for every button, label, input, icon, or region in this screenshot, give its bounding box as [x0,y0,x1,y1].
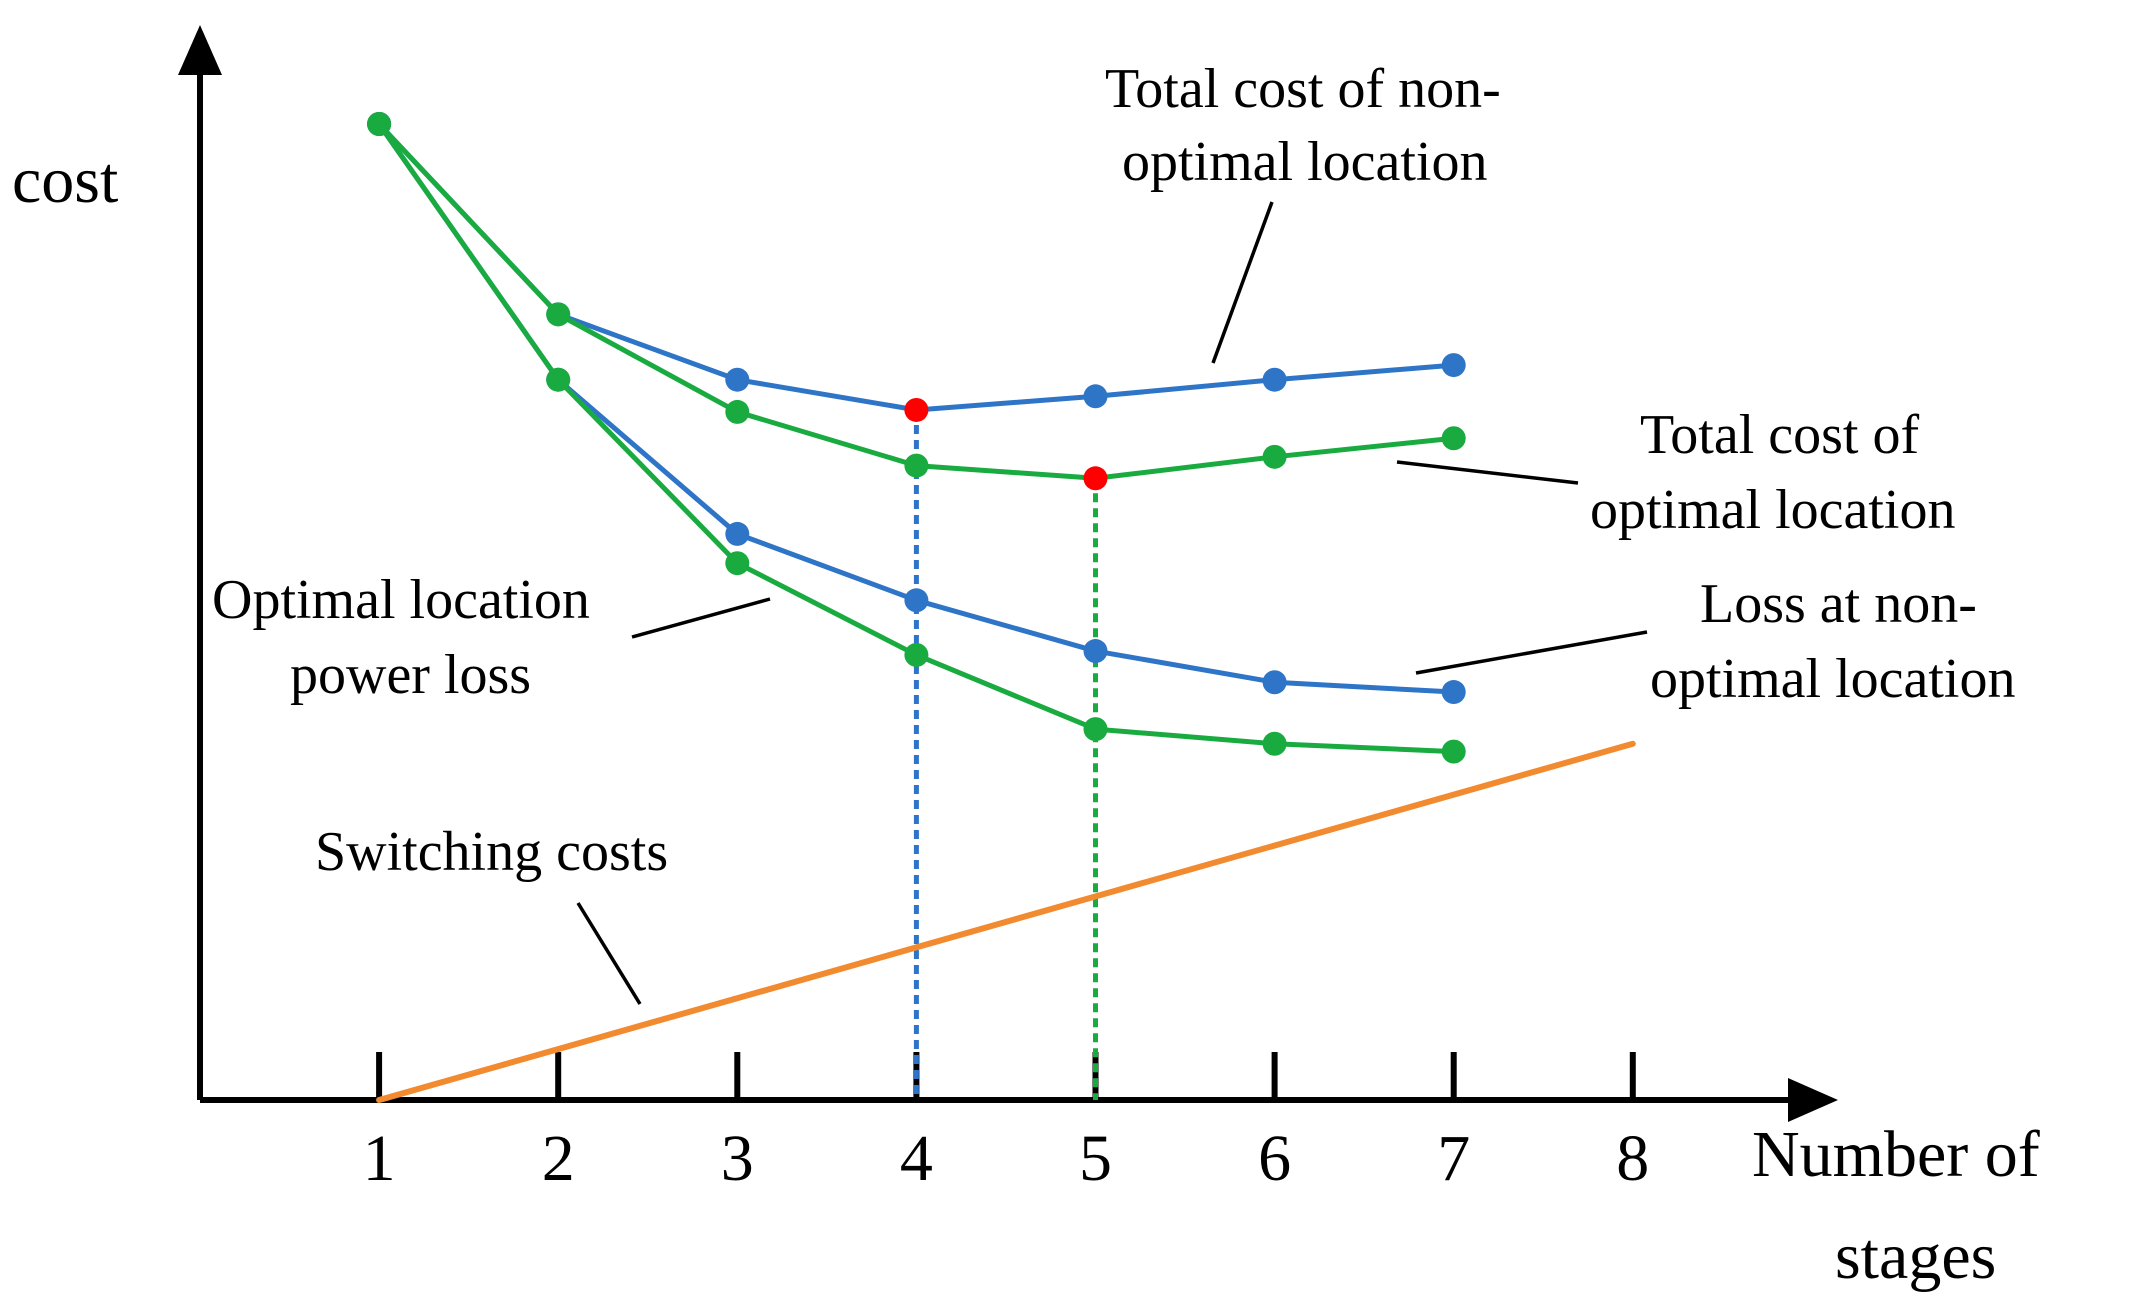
point-loss_opt-2 [546,367,571,392]
point-loss_nonopt-7 [1441,680,1466,705]
point-total_nonopt-6 [1262,367,1287,392]
leader-loss-nonopt [1415,630,1648,675]
point-loss_opt-1 [367,112,392,136]
x-axis-arrow [1788,1078,1838,1122]
leader-lines [576,201,1648,1005]
leader-loss-opt [631,597,771,639]
annotation-loss-opt-line2: power loss [290,644,531,706]
x-axis-label-line2: stages [1835,1220,1996,1293]
annotation-loss-nonopt: Loss at non- optimal location [1650,573,2015,710]
point-loss_nonopt-6 [1262,670,1287,695]
point-loss_nonopt-3 [725,521,750,546]
leader-switching [576,902,642,1005]
annotation-loss-nonopt-line2: optimal location [1650,648,2015,710]
point-loss_nonopt-5 [1083,639,1108,664]
x-tick-label-8: 8 [1616,1122,1649,1195]
x-tick-label-5: 5 [1079,1122,1112,1195]
x-ticks: 1 2 3 4 5 6 7 8 [363,1052,1649,1195]
annotation-total-opt-line2: optimal location [1590,479,1955,541]
x-tick-label-7: 7 [1437,1122,1470,1195]
annotation-switching: Switching costs [315,821,668,883]
annotation-loss-opt-line1: Optimal location [212,569,590,631]
point-total_opt-5-minimum [1083,466,1108,491]
annotation-total-nonopt-line1: Total cost of non- [1105,58,1501,120]
x-axis-label-line1: Number of [1752,1118,2040,1191]
leader-total-nonopt [1211,201,1274,364]
x-tick-label-4: 4 [900,1122,933,1195]
annotation-loss-opt: Optimal location power loss [212,569,590,706]
annotation-total-opt: Total cost of optimal location [1590,404,1955,541]
series-line-switching [376,740,1636,1103]
axes [178,25,1838,1122]
point-loss_opt-5 [1083,717,1108,742]
point-total_nonopt-4-minimum [904,397,929,422]
point-total_nonopt-3 [725,367,750,392]
annotation-switching-line1: Switching costs [315,821,668,883]
leader-total-opt [1396,460,1579,485]
point-total_nonopt-5 [1083,384,1108,409]
point-total_nonopt-7 [1441,353,1466,378]
point-loss_nonopt-4 [904,588,929,613]
y-axis-label: cost [12,144,118,217]
point-total_opt-4 [904,453,929,478]
point-loss_opt-7 [1441,739,1466,764]
optimum-guide-lines [913,409,1098,1100]
series-points [367,112,1466,764]
annotation-total-nonopt: Total cost of non- optimal location [1105,58,1501,193]
point-total_opt-3 [725,399,750,424]
annotation-loss-nonopt-line1: Loss at non- [1700,573,1977,635]
annotation-total-opt-line1: Total cost of [1640,404,1919,466]
annotation-total-nonopt-line2: optimal location [1122,131,1487,193]
x-tick-label-1: 1 [363,1122,396,1195]
point-total_opt-7 [1441,426,1466,451]
point-total_opt-6 [1262,444,1287,469]
point-loss_opt-6 [1262,731,1287,756]
point-loss_opt-4 [904,642,929,667]
x-tick-label-2: 2 [542,1122,575,1195]
point-total_opt-2 [546,302,571,327]
y-axis-arrow [178,25,222,75]
point-loss_opt-3 [725,551,750,576]
x-tick-label-3: 3 [721,1122,754,1195]
x-tick-label-6: 6 [1258,1122,1291,1195]
